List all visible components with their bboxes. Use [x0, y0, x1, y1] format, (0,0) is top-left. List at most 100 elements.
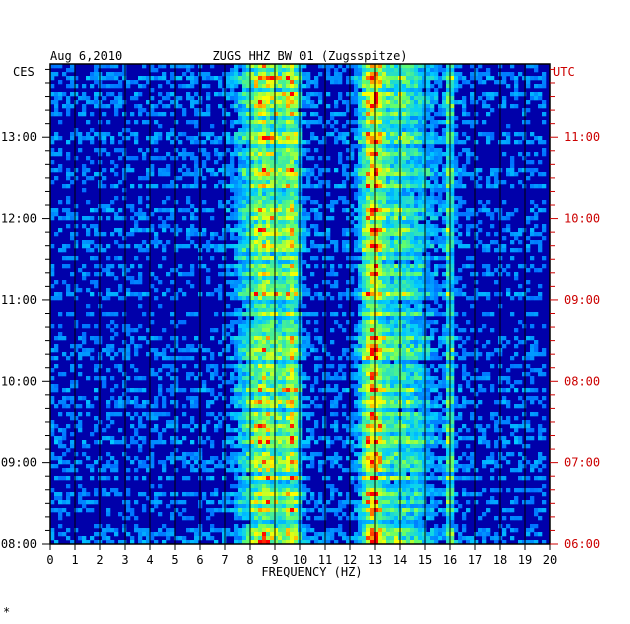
- spectrogram-cell: [66, 100, 71, 105]
- spectrogram-cell: [374, 316, 379, 321]
- spectrogram-cell: [234, 152, 239, 157]
- spectrogram-cell: [318, 156, 323, 161]
- spectrogram-cell: [290, 264, 295, 269]
- spectrogram-cell: [414, 140, 419, 145]
- spectrogram-cell: [270, 316, 275, 321]
- spectrogram-cell: [402, 124, 407, 129]
- spectrogram-cell: [382, 80, 387, 85]
- spectrogram-cell: [378, 88, 383, 93]
- spectrogram-cell: [306, 148, 311, 153]
- spectrogram-cell: [310, 104, 315, 109]
- spectrogram-cell: [426, 200, 431, 205]
- spectrogram-cell: [278, 196, 283, 201]
- spectrogram-cell: [454, 276, 459, 281]
- spectrogram-cell: [358, 308, 363, 313]
- spectrogram-cell: [226, 92, 231, 97]
- spectrogram-cell: [206, 96, 211, 101]
- spectrogram-cell: [282, 136, 287, 141]
- spectrogram-cell: [62, 264, 67, 269]
- spectrogram-cell: [378, 108, 383, 113]
- spectrogram-cell: [266, 292, 271, 297]
- spectrogram-cell: [406, 160, 411, 165]
- spectrogram-cell: [374, 276, 379, 281]
- spectrogram-cell: [290, 180, 295, 185]
- spectrogram-cell: [230, 216, 235, 221]
- spectrogram-cell: [366, 304, 371, 309]
- spectrogram-cell: [334, 320, 339, 325]
- spectrogram-cell: [454, 172, 459, 177]
- spectrogram-cell: [486, 104, 491, 109]
- spectrogram-cell: [378, 160, 383, 165]
- spectrogram-cell: [406, 100, 411, 105]
- spectrogram-cell: [262, 188, 267, 193]
- spectrogram-cell: [422, 224, 427, 229]
- spectrogram-cell: [502, 180, 507, 185]
- spectrogram-cell: [502, 100, 507, 105]
- spectrogram-cell: [418, 368, 423, 373]
- spectrogram-cell: [386, 300, 391, 305]
- spectrogram-cell: [258, 240, 263, 245]
- spectrogram-cell: [326, 232, 331, 237]
- spectrogram-cell: [278, 112, 283, 117]
- spectrogram-cell: [322, 124, 327, 129]
- spectrogram-cell: [262, 128, 267, 133]
- spectrogram-cell: [474, 340, 479, 345]
- spectrogram-cell: [258, 244, 263, 249]
- spectrogram-cell: [50, 348, 55, 353]
- spectrogram-cell: [102, 148, 107, 153]
- spectrogram-cell: [238, 280, 243, 285]
- spectrogram-cell: [358, 188, 363, 193]
- spectrogram-cell: [306, 344, 311, 349]
- spectrogram-cell: [534, 352, 539, 357]
- spectrogram-cell: [142, 216, 147, 221]
- spectrogram-cell: [86, 312, 91, 317]
- spectrogram-cell: [450, 216, 455, 221]
- spectrogram-cell: [138, 108, 143, 113]
- spectrogram-cell: [262, 172, 267, 177]
- spectrogram-cell: [386, 332, 391, 337]
- spectrogram-cell: [530, 172, 535, 177]
- spectrogram-cell: [122, 128, 127, 133]
- spectrogram-cell: [518, 248, 523, 253]
- spectrogram-cell: [390, 68, 395, 73]
- spectrogram-cell: [86, 288, 91, 293]
- spectrogram-cell: [366, 240, 371, 245]
- spectrogram-cell: [250, 276, 255, 281]
- spectrogram-cell: [450, 76, 455, 81]
- spectrogram-cell: [418, 364, 423, 369]
- spectrogram-cell: [226, 264, 231, 269]
- spectrogram-cell: [410, 96, 415, 101]
- spectrogram-cell: [290, 68, 295, 73]
- spectrogram-cell: [454, 160, 459, 165]
- spectrogram-cell: [282, 184, 287, 189]
- spectrogram-cell: [270, 180, 275, 185]
- spectrogram-cell: [478, 228, 483, 233]
- spectrogram-cell: [354, 88, 359, 93]
- spectrogram-cell: [122, 136, 127, 141]
- spectrogram-cell: [426, 132, 431, 137]
- spectrogram-cell: [530, 240, 535, 245]
- spectrogram-cell: [262, 76, 267, 81]
- spectrogram-cell: [66, 156, 71, 161]
- spectrogram-cell: [430, 364, 435, 369]
- spectrogram-cell: [54, 100, 59, 105]
- spectrogram-cell: [66, 140, 71, 145]
- spectrogram-cell: [450, 124, 455, 129]
- spectrogram-cell: [278, 144, 283, 149]
- spectrogram-cell: [362, 260, 367, 265]
- spectrogram-cell: [338, 96, 343, 101]
- spectrogram-cell: [390, 104, 395, 109]
- spectrogram-cell: [302, 76, 307, 81]
- spectrogram-cell: [282, 220, 287, 225]
- spectrogram-cell: [482, 100, 487, 105]
- spectrogram-cell: [254, 68, 259, 73]
- spectrogram-cell: [262, 328, 267, 333]
- spectrogram-cell: [374, 80, 379, 85]
- spectrogram-cell: [374, 88, 379, 93]
- spectrogram-cell: [362, 152, 367, 157]
- spectrogram-cell: [418, 152, 423, 157]
- spectrogram-cell: [138, 324, 143, 329]
- spectrogram-cell: [226, 364, 231, 369]
- spectrogram-cell: [206, 364, 211, 369]
- spectrogram-cell: [506, 272, 511, 277]
